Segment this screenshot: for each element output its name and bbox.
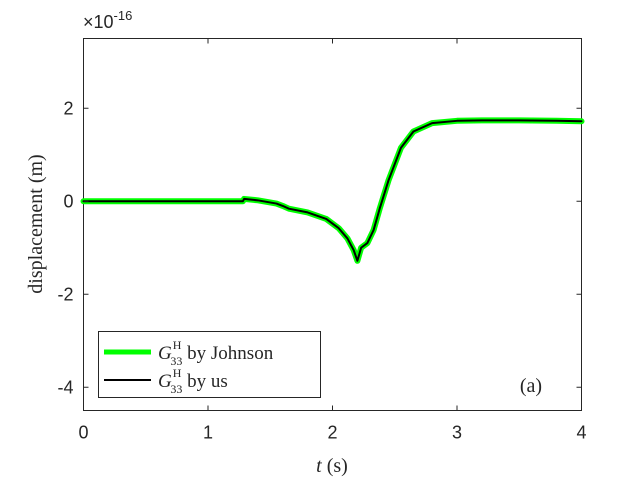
legend-sub-us: 33	[170, 382, 182, 396]
legend-text-johnson: by Johnson	[182, 343, 273, 364]
x-tick-label: 2	[327, 423, 337, 443]
legend-label-johnson: GH 33 by Johnson	[158, 338, 274, 368]
legend-sup-johnson: H	[173, 338, 182, 352]
legend: GH 33 by Johnson GH 33 by us	[98, 331, 321, 398]
legend-label-us: GH 33 by us	[158, 366, 228, 396]
legend-sub-johnson: 33	[170, 354, 182, 368]
y-tick-label: -4	[57, 377, 73, 397]
x-tick-label: 3	[452, 423, 462, 443]
x-axis: 0 1 2 3 4	[78, 38, 587, 443]
y-tick-label: 2	[63, 98, 73, 118]
x-tick-label: 4	[576, 423, 586, 443]
legend-sup-us: H	[173, 366, 182, 380]
series-line-1	[82, 119, 583, 262]
panel-label: (a)	[520, 375, 542, 397]
legend-box	[98, 331, 321, 398]
legend-text-us: by us	[182, 371, 227, 392]
x-tick-label: 1	[203, 423, 213, 443]
y-exponent-label: ×10-16	[83, 8, 132, 32]
y-tick-label: 0	[63, 191, 73, 211]
x-axis-label-unit: (s)	[322, 455, 348, 477]
x-axis-label-var: t	[316, 455, 322, 477]
y-exponent-power: -16	[114, 8, 133, 23]
y-axis-label: displacement (m)	[25, 154, 47, 293]
y-axis: -4 -2 0 2	[57, 98, 582, 397]
y-tick-label: -2	[57, 284, 73, 304]
x-tick-label: 0	[78, 423, 88, 443]
x-axis-label: t (s)	[316, 455, 348, 477]
series-layer	[80, 117, 585, 264]
y-exponent-prefix: ×10	[83, 12, 114, 32]
legend-base-us: G	[158, 371, 172, 392]
legend-base-johnson: G	[158, 343, 172, 364]
